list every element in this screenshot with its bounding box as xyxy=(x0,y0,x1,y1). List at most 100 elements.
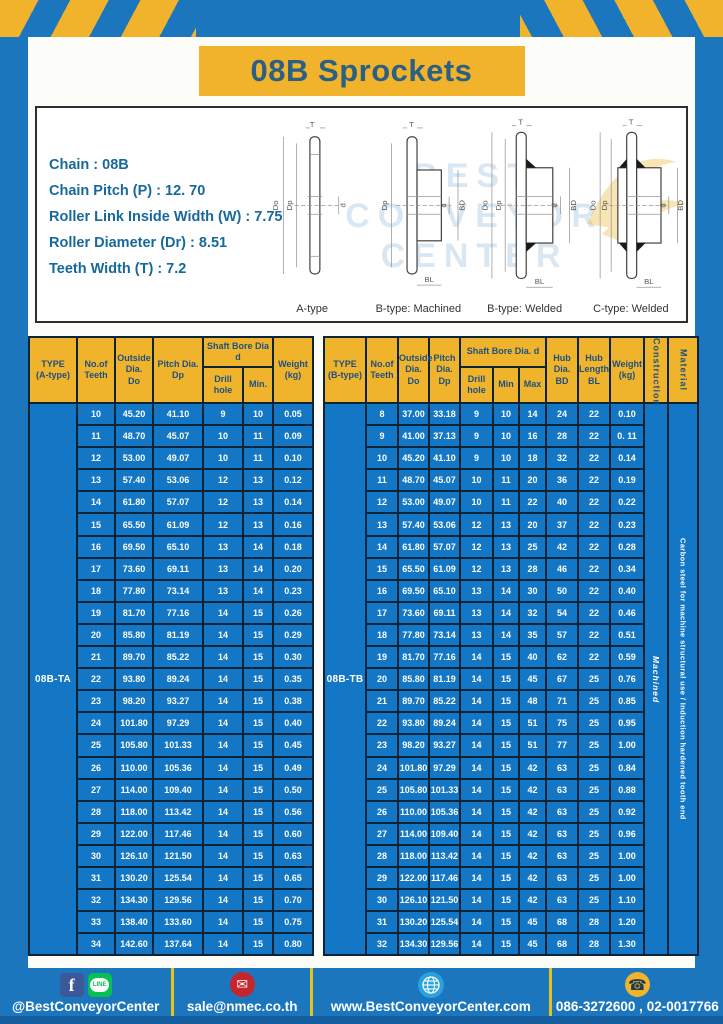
table-cell: 13 xyxy=(459,578,495,603)
table-cell: 15 xyxy=(241,865,275,891)
table-cell: 21 xyxy=(76,645,116,670)
contact-footer: f LINE @BestConveyorCenter ✉ sale@nmec.c… xyxy=(0,968,723,1024)
table-cell: 101.33 xyxy=(428,777,462,802)
table-cell: 109.40 xyxy=(428,821,462,846)
table-cell: 41.10 xyxy=(152,401,204,427)
svg-text:Dp: Dp xyxy=(600,200,609,210)
table-row: 19 81.70 77.16 14 15 0.26 xyxy=(29,600,315,625)
table-cell: 14 xyxy=(202,733,244,758)
table-cell: 22 xyxy=(577,424,612,449)
table-cell: 121.50 xyxy=(152,843,204,868)
line-icon-label: LINE xyxy=(90,977,110,992)
table-cell: 22 xyxy=(577,468,612,493)
table-cell: 13 xyxy=(241,468,275,493)
table-cell: 22 xyxy=(577,512,612,537)
line-icon: LINE xyxy=(87,972,112,997)
table-cell: 25 xyxy=(577,865,612,891)
svg-text:T: T xyxy=(518,118,523,127)
table-cell: 0.84 xyxy=(609,755,646,780)
table-cell: 65.10 xyxy=(428,578,462,603)
table-cell: 0.30 xyxy=(272,645,315,670)
table-cell: 53.00 xyxy=(114,446,154,471)
table-cell: 20 xyxy=(518,512,548,537)
table-row: 17 73.60 69.11 13 14 0.20 xyxy=(29,556,315,581)
diagram-caption: B-type: Welded xyxy=(487,303,563,315)
table-cell: 10 xyxy=(76,401,116,427)
table-cell: 14 xyxy=(202,755,244,780)
table-cell: 54 xyxy=(545,600,580,625)
col-header-drill-hole: Drill hole xyxy=(459,366,495,404)
table-cell: 25 xyxy=(518,534,548,559)
table-cell: 32 xyxy=(76,888,116,913)
table-cell: 53.06 xyxy=(152,468,204,493)
table-cell: 75 xyxy=(545,711,580,736)
table-cell: 19 xyxy=(76,600,116,625)
table-cell: 29 xyxy=(365,865,400,891)
table-cell: 69.11 xyxy=(428,600,462,625)
table-cell: 13 xyxy=(241,512,275,537)
table-cell: 17 xyxy=(76,556,116,581)
svg-text:Do: Do xyxy=(480,200,489,210)
col-header-max: Max xyxy=(518,366,548,404)
table-cell: 14 xyxy=(459,843,495,868)
table-cell: 15 xyxy=(492,843,521,868)
table-row: 20 85.80 81.19 14 15 0.29 xyxy=(29,622,315,648)
table-cell: 13 xyxy=(76,468,116,493)
table-row: 29 122.00 117.46 14 15 0.60 xyxy=(29,821,315,846)
table-row: 11 48.70 45.07 10 11 20 36 22 0.19 xyxy=(324,468,698,493)
table-cell: 105.36 xyxy=(152,755,204,780)
table-cell: 14 xyxy=(202,865,244,891)
spec-line: Chain Pitch (P) : 12. 70 xyxy=(49,183,206,199)
col-header-type: TYPE (A-type) xyxy=(28,336,78,404)
table-cell: 12 xyxy=(459,534,495,559)
table-cell: 14 xyxy=(202,799,244,824)
table-cell: 10 xyxy=(459,490,495,515)
table-cell: 15 xyxy=(492,821,521,846)
table-cell: 98.20 xyxy=(114,689,154,714)
svg-text:T: T xyxy=(409,120,414,129)
col-header-teeth: No.of Teeth xyxy=(365,336,400,404)
table-cell: 28 xyxy=(577,910,612,935)
table-cell: 45.07 xyxy=(152,424,204,449)
table-cell: 0.45 xyxy=(272,733,315,758)
table-cell: 42 xyxy=(518,777,548,802)
table-row: 14 61.80 57.07 12 13 0.14 xyxy=(29,490,315,515)
table-cell: 0.12 xyxy=(272,468,315,493)
table-cell: 15 xyxy=(241,755,275,780)
col-header-hub-length: Hub Length BL xyxy=(577,336,612,404)
svg-text:Do: Do xyxy=(271,200,280,210)
table-cell: 57.07 xyxy=(428,534,462,559)
table-cell: 0.14 xyxy=(272,490,315,515)
table-cell: 14 xyxy=(459,799,495,824)
table-cell: 12 xyxy=(202,512,244,537)
table-cell: 14 xyxy=(241,534,275,559)
col-header-hub-dia: Hub Dia. BD xyxy=(545,336,580,404)
table-row: 30 126.10 121.50 14 15 42 63 25 1.10 xyxy=(324,888,698,913)
table-cell: 51 xyxy=(518,711,548,736)
table-cell: 42 xyxy=(518,888,548,913)
table-cell: 16 xyxy=(365,578,400,603)
table-cell: 25 xyxy=(577,777,612,802)
table-cell: 133.60 xyxy=(152,910,204,935)
table-cell: 77.16 xyxy=(152,600,204,625)
table-row: 13 57.40 53.06 12 13 20 37 22 0.23 xyxy=(324,512,698,537)
table-cell: 134.30 xyxy=(114,888,154,913)
table-cell: 73.14 xyxy=(152,578,204,603)
table-cell: 0.60 xyxy=(272,821,315,846)
website-url: www.BestConveyorCenter.com xyxy=(330,999,531,1014)
table-cell: 28 xyxy=(76,799,116,824)
table-cell: 118.00 xyxy=(397,843,431,868)
table-cell: 14 xyxy=(202,910,244,935)
table-cell: 130.20 xyxy=(397,910,431,935)
social-handle: @BestConveyorCenter xyxy=(11,999,160,1014)
svg-text:T: T xyxy=(310,120,315,129)
table-cell: 0.10 xyxy=(609,401,646,427)
table-row: 11 48.70 45.07 10 11 0.09 xyxy=(29,424,315,449)
table-cell: 71 xyxy=(545,689,580,714)
chain-spec-list: Chain : 08B Chain Pitch (P) : 12. 70 Rol… xyxy=(49,152,283,282)
table-cell: 69.50 xyxy=(397,578,431,603)
table-cell: 10 xyxy=(202,446,244,471)
svg-text:d: d xyxy=(550,203,559,207)
diagram-caption: C-type: Welded xyxy=(593,303,669,315)
